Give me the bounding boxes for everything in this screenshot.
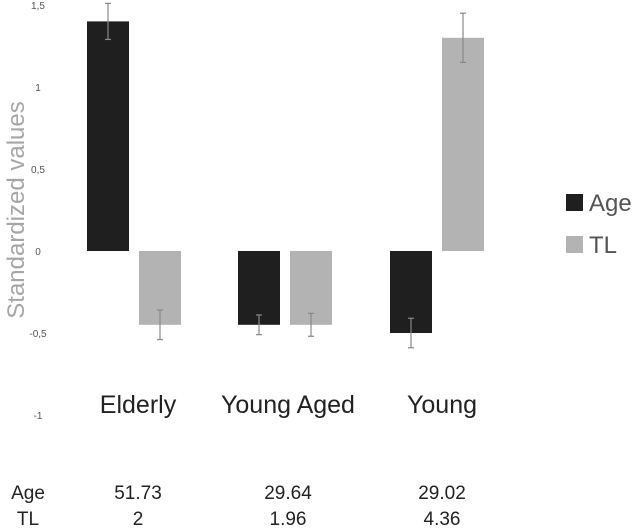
- table-row-label: TL: [17, 509, 39, 530]
- legend-swatch-tl: [566, 236, 583, 253]
- y-tick-label: 0: [35, 247, 41, 258]
- bars: [87, 2, 484, 349]
- error-bar: [105, 2, 111, 41]
- legend-swatch-age: [566, 194, 583, 211]
- error-bar: [308, 312, 314, 337]
- bar-age: [87, 21, 129, 252]
- legend-label: TL: [589, 232, 617, 259]
- data-table: Age 51.73 29.64 29.02 TL 2 1.96 4.36: [11, 483, 466, 530]
- error-bar: [256, 314, 262, 336]
- category-label: Young: [407, 391, 477, 419]
- table-cell: 1.96: [270, 509, 307, 530]
- bar-age: [238, 251, 280, 325]
- y-tick-label: 1: [35, 83, 41, 94]
- legend-label: Age: [589, 190, 632, 217]
- y-tick-label: -1: [34, 411, 43, 422]
- error-bar: [460, 12, 466, 64]
- y-tick-label: -0,5: [29, 329, 47, 340]
- error-bar: [408, 317, 414, 349]
- table-cell: 4.36: [424, 509, 461, 530]
- error-bar: [157, 309, 163, 341]
- y-tick-label: 1,5: [31, 1, 45, 12]
- table-cell: 2: [133, 509, 144, 530]
- category-label: Elderly: [100, 391, 177, 419]
- table-row-label: Age: [11, 483, 45, 504]
- y-axis-label: Standardized values: [3, 101, 30, 318]
- table-cell: 29.02: [418, 483, 466, 504]
- category-labels: Elderly Young Aged Young: [100, 391, 477, 419]
- table-cell: 29.64: [264, 483, 312, 504]
- legend: Age TL: [566, 190, 632, 259]
- bar-tl: [290, 251, 332, 325]
- table-cell: 51.73: [114, 483, 162, 504]
- y-tick-label: 0,5: [31, 165, 45, 176]
- y-axis-ticks: 1,5 1 0,5 0 -0,5 -1: [29, 1, 47, 422]
- bar-tl: [442, 37, 484, 251]
- category-label: Young Aged: [221, 391, 355, 419]
